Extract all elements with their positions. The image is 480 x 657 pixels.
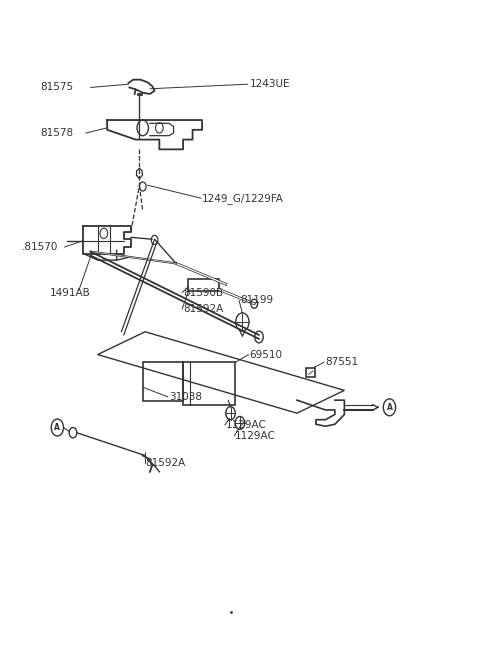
Text: 81592A: 81592A [183, 304, 223, 314]
Text: A: A [54, 423, 60, 432]
Text: 1243UE: 1243UE [250, 79, 290, 89]
Text: 69510: 69510 [250, 350, 283, 359]
Text: 1129AC: 1129AC [226, 420, 267, 430]
Bar [183, 363, 235, 405]
Bar [143, 363, 183, 401]
Text: A: A [386, 403, 392, 412]
Bar [306, 368, 315, 377]
Text: 1249_G/1229FA: 1249_G/1229FA [202, 193, 284, 204]
Text: .81570: .81570 [22, 242, 58, 252]
Text: 1491AB: 1491AB [50, 288, 91, 298]
Text: 87551: 87551 [325, 357, 359, 367]
Text: 81590B: 81590B [183, 288, 223, 298]
Text: 81199: 81199 [240, 296, 273, 306]
Bar [188, 279, 219, 290]
Text: 81578: 81578 [41, 128, 74, 138]
Text: 81575: 81575 [41, 83, 74, 93]
Text: 31038: 31038 [169, 392, 202, 402]
Text: 1129AC: 1129AC [235, 431, 276, 441]
Text: 81592A: 81592A [145, 459, 185, 468]
